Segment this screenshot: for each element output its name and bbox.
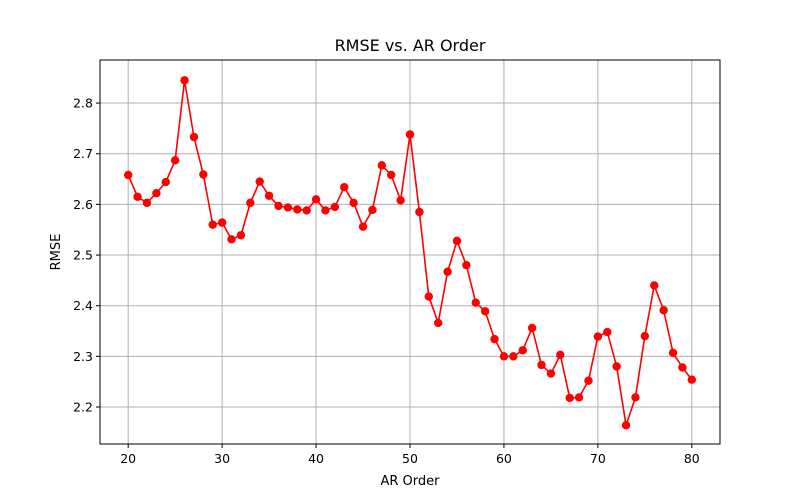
data-point [387, 170, 396, 180]
x-tick-label: 50 [402, 451, 418, 466]
data-point [161, 177, 170, 187]
data-point [123, 170, 133, 180]
data-point [255, 177, 264, 186]
y-tick-label: 2.3 [73, 349, 93, 364]
data-point [180, 76, 189, 85]
data-point [443, 267, 452, 276]
data-point [293, 205, 302, 214]
data-point [424, 292, 433, 301]
chart-title: RMSE vs. AR Order [335, 36, 486, 55]
data-point [321, 206, 330, 215]
grid [100, 60, 720, 444]
y-tick-label: 2.4 [73, 298, 93, 313]
data-point [678, 363, 687, 372]
data-point [584, 376, 593, 385]
data-point [368, 205, 377, 215]
data-point [659, 306, 668, 315]
y-tick-label: 2.7 [73, 146, 93, 161]
data-point [340, 182, 349, 192]
data-point [208, 220, 217, 229]
y-tick-label: 2.2 [73, 400, 93, 415]
series-layer [123, 76, 697, 430]
x-axis-label: AR Order [380, 474, 440, 489]
data-point [189, 132, 199, 142]
data-point [471, 298, 480, 307]
data-point [152, 189, 161, 198]
data-point [199, 170, 208, 179]
data-point [330, 202, 340, 212]
y-tick-label: 2.8 [73, 96, 93, 111]
data-point [452, 236, 462, 246]
data-point [518, 346, 527, 355]
data-point [687, 375, 697, 384]
data-point [499, 352, 509, 361]
data-point [264, 191, 274, 200]
y-axis-label: RMSE [49, 234, 64, 271]
plot-frame [99, 59, 721, 445]
x-tick-label: 30 [214, 451, 230, 466]
x-tick-label: 80 [684, 451, 700, 466]
data-point [133, 192, 142, 201]
x-tick-label: 40 [308, 451, 324, 466]
data-point [565, 393, 574, 403]
data-point [236, 231, 246, 240]
data-point [546, 369, 556, 378]
x-axis: 20 30 40 50 60 70 80 [120, 444, 700, 466]
data-point [537, 360, 546, 370]
data-point [246, 198, 255, 208]
data-point [396, 196, 405, 205]
data-point [377, 161, 387, 170]
data-point [527, 323, 537, 333]
data-point [650, 281, 659, 290]
data-point [433, 318, 443, 328]
data-point [509, 352, 518, 361]
data-point [170, 156, 180, 165]
y-axis: 2.2 2.3 2.4 2.5 2.6 2.7 2.8 [73, 96, 100, 415]
data-point [415, 207, 424, 217]
data-point [311, 195, 321, 204]
data-point [574, 393, 584, 402]
data-point [227, 235, 236, 244]
data-point [621, 421, 631, 430]
x-tick-label: 20 [120, 451, 136, 466]
data-point [640, 331, 650, 341]
y-tick-label: 2.6 [73, 197, 93, 212]
x-tick-label: 60 [496, 451, 512, 466]
data-point [283, 203, 293, 212]
data-point [631, 393, 640, 402]
y-tick-label: 2.5 [73, 248, 93, 263]
data-point [142, 198, 152, 208]
data-point [612, 362, 621, 371]
x-tick-label: 70 [590, 451, 606, 466]
data-point [603, 327, 612, 337]
data-point [349, 198, 358, 208]
data-point [302, 206, 311, 215]
data-point [490, 334, 499, 344]
data-point [274, 201, 283, 211]
data-point [480, 307, 490, 316]
data-point [405, 130, 415, 139]
data-point [358, 222, 368, 231]
data-point [668, 348, 678, 358]
data-point [593, 332, 603, 341]
data-point [217, 218, 227, 227]
data-point [462, 260, 471, 270]
data-point [556, 350, 565, 360]
